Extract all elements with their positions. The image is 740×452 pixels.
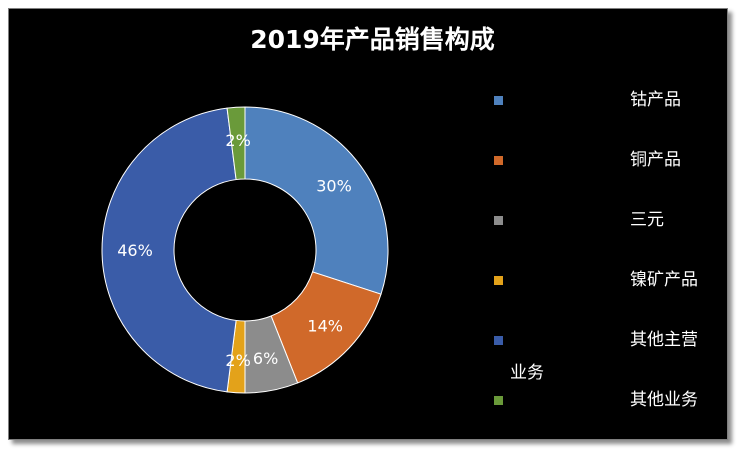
slice-label-4: 2% bbox=[225, 351, 250, 370]
legend-swatch-6 bbox=[494, 396, 503, 405]
slice-label-5: 46% bbox=[117, 241, 153, 260]
legend-item-5: 其他主营 业务 bbox=[485, 320, 730, 383]
donut-chart: 30%14%6%2%46%2% bbox=[101, 106, 389, 394]
legend-label-4: 镍矿产品 bbox=[630, 270, 698, 290]
legend-swatch-1 bbox=[494, 96, 503, 105]
slice-6 bbox=[226, 106, 246, 181]
legend-label-1: 钴产品 bbox=[630, 90, 681, 110]
slice-label-1: 30% bbox=[316, 176, 352, 195]
slice-5 bbox=[101, 107, 237, 393]
legend-item-1: 钴产品 bbox=[485, 80, 730, 120]
legend-label-2: 铜产品 bbox=[630, 150, 681, 170]
legend-swatch-3 bbox=[494, 216, 503, 225]
legend-label-5: 其他主营 业务 bbox=[510, 330, 698, 383]
slice-label-3: 6% bbox=[253, 349, 278, 368]
legend-item-2: 铜产品 bbox=[485, 140, 730, 180]
legend-swatch-2 bbox=[494, 156, 503, 165]
legend-label-6: 其他业务 bbox=[630, 390, 698, 410]
legend-swatch-4 bbox=[494, 276, 503, 285]
legend-item-3: 三元 bbox=[485, 200, 730, 240]
legend-item-6: 其他业务 bbox=[485, 380, 730, 420]
legend-label-3: 三元 bbox=[630, 210, 664, 230]
slice-label-2: 14% bbox=[307, 316, 343, 335]
legend-item-4: 镍矿产品 bbox=[485, 260, 730, 300]
legend-swatch-5 bbox=[494, 336, 503, 345]
chart-legend: 钴产品铜产品三元镍矿产品其他主营 业务其他业务 bbox=[485, 80, 730, 425]
slice-1 bbox=[244, 106, 389, 295]
slice-label-6: 2% bbox=[225, 131, 250, 150]
chart-title: 2019年产品销售构成 bbox=[250, 25, 495, 54]
